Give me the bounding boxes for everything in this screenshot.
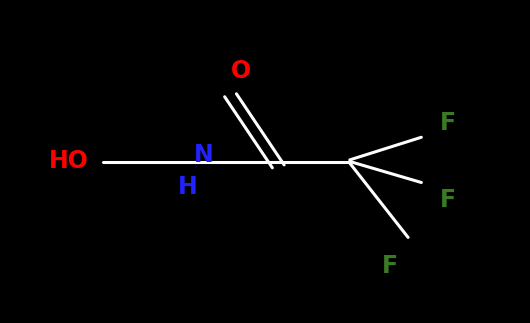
Text: HO: HO <box>49 150 89 173</box>
Text: N: N <box>194 143 214 167</box>
Text: F: F <box>440 188 456 212</box>
Text: F: F <box>440 111 456 135</box>
Text: H: H <box>178 175 198 199</box>
Text: F: F <box>382 255 398 278</box>
Text: O: O <box>231 59 251 83</box>
